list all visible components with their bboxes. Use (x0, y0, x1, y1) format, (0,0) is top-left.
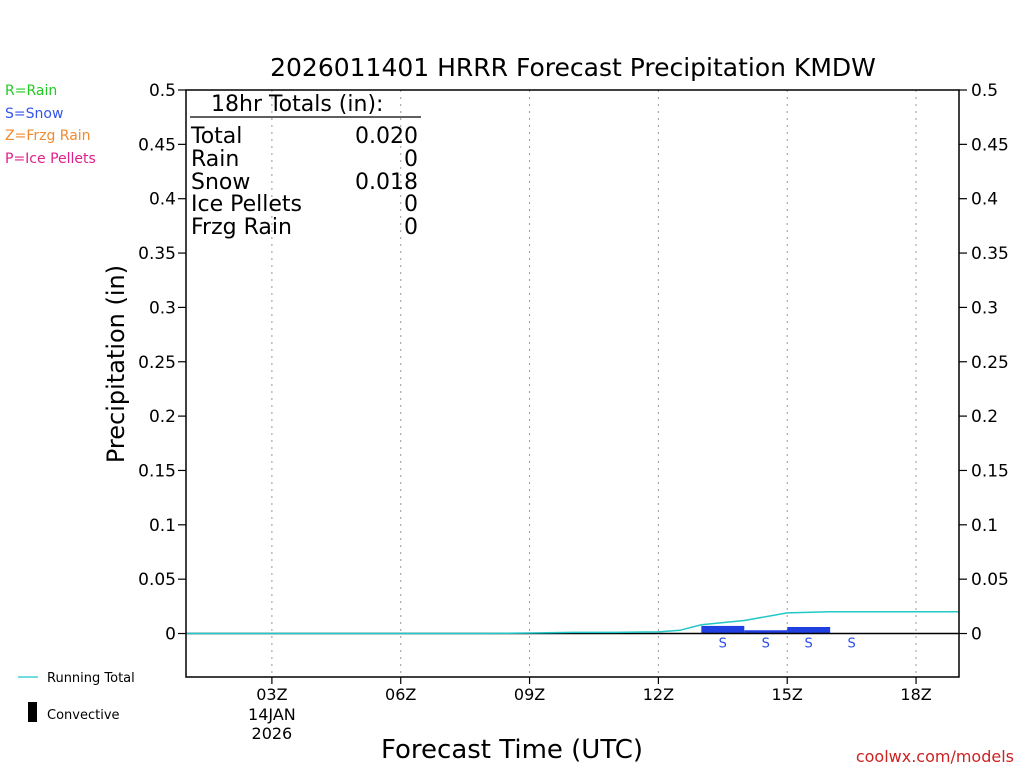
precip-bar (787, 626, 831, 634)
totals-label-total: Total (190, 124, 242, 149)
y-tick-label-right: 0.2 (971, 407, 998, 427)
y-tick-label-right: 0 (971, 625, 982, 645)
x-tick-label: 15Z (772, 685, 803, 704)
y-tick-label-right: 0.3 (971, 298, 998, 318)
y-tick-label-left: 0.5 (149, 81, 176, 101)
bars (701, 625, 831, 634)
totals-value-rain: 0 (404, 147, 418, 172)
convective-legend-swatch (28, 702, 37, 722)
lines (186, 611, 959, 635)
legend-ice-pellets: P=Ice Pellets (5, 151, 96, 167)
precip-bar (701, 625, 745, 634)
chart-title: 2026011401 HRRR Forecast Precipitation K… (270, 53, 876, 82)
y-tick-label-left: 0.45 (138, 135, 176, 155)
y-tick-label-right: 0.05 (971, 570, 1009, 590)
plot-frame (185, 89, 960, 678)
totals-value-snow: 0.018 (355, 170, 418, 195)
x-tick-label: 12Z (643, 685, 674, 704)
totals-label-snow: Snow (191, 170, 250, 195)
y-tick-label-left: 0.1 (149, 516, 176, 536)
legend-frzg-rain: Z=Frzg Rain (5, 128, 91, 144)
y-ticks: 0 00.05 0.050.1 0.10.15 0.150.2 0.20.25 0.250.… (138, 81, 1009, 645)
running-total-legend-label: Running Total (47, 671, 135, 686)
totals-label-ice-pellets: Ice Pellets (191, 192, 302, 217)
totals-box: 18hr Totals (in): Total 0.020 Rain 0 Sno… (190, 92, 421, 240)
totals-value-frzg-rain: 0 (404, 215, 418, 240)
x-tick-label: 03Z (256, 685, 287, 704)
precip-type-marker: S (719, 637, 727, 652)
x-axis-label: Forecast Time (UTC) (381, 735, 643, 765)
x-tick-label: 18Z (900, 685, 931, 704)
y-tick-label-left: 0.05 (138, 570, 176, 590)
x-tick-label: 09Z (514, 685, 545, 704)
y-tick-label-right: 0.15 (971, 461, 1009, 481)
y-tick-label-right: 0.1 (971, 516, 998, 536)
y-tick-label-right: 0.25 (971, 353, 1009, 373)
x-tick-date-label: 14JAN (248, 705, 296, 724)
y-tick-label-right: 0.45 (971, 135, 1009, 155)
y-tick-label-right: 0.4 (971, 190, 998, 210)
totals-label-frzg-rain: Frzg Rain (191, 215, 292, 240)
y-axis-label: Precipitation (in) (102, 265, 130, 463)
precip-type-marker: S (805, 637, 813, 652)
totals-value-ice-pellets: 0 (404, 192, 418, 217)
totals-title: 18hr Totals (in): (211, 92, 383, 117)
x-tick-year-label: 2026 (252, 724, 293, 743)
y-tick-label-left: 0.2 (149, 407, 176, 427)
y-tick-label-left: 0.3 (149, 298, 176, 318)
y-tick-label-right: 0.35 (971, 244, 1009, 264)
precip-bar (744, 630, 788, 634)
y-tick-label-left: 0.35 (138, 244, 176, 264)
convective-legend-label: Convective (47, 708, 120, 723)
running-total-line (186, 611, 959, 635)
y-tick-label-left: 0 (165, 625, 176, 645)
totals-label-rain: Rain (191, 147, 239, 172)
y-tick-label-left: 0.25 (138, 353, 176, 373)
precip-type-marker: S (848, 637, 856, 652)
legend-rain: R=Rain (5, 83, 57, 99)
y-tick-label-left: 0.15 (138, 461, 176, 481)
totals-value-total: 0.020 (355, 124, 418, 149)
y-tick-label-right: 0.5 (971, 81, 998, 101)
y-tick-label-left: 0.4 (149, 190, 176, 210)
footer-credit: coolwx.com/models (856, 747, 1014, 766)
precip-type-marker: S (762, 637, 770, 652)
legend-snow: S=Snow (5, 106, 63, 122)
x-tick-label: 06Z (385, 685, 416, 704)
